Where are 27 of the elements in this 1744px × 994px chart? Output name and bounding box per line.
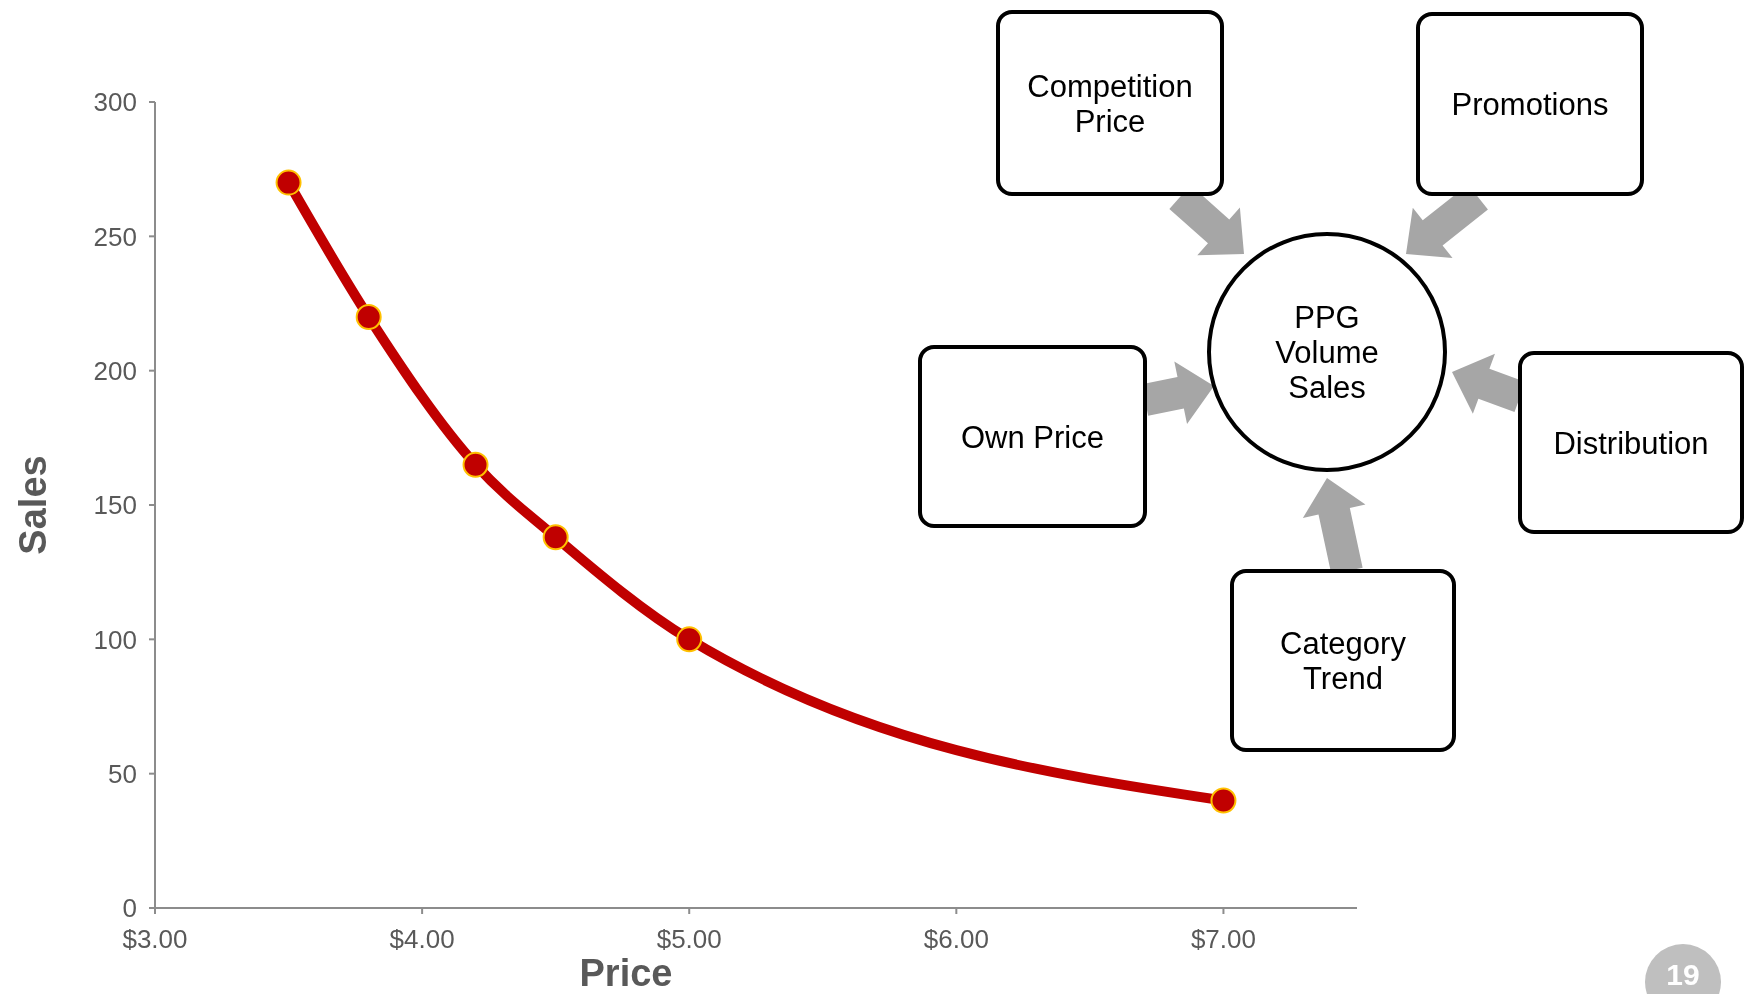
point — [676, 626, 703, 653]
x-tick-label: $4.00 — [389, 924, 455, 955]
point — [462, 451, 489, 478]
y-tick-label: 200 — [93, 355, 137, 386]
y-tick-label: 0 — [122, 893, 137, 924]
y-tick-label: 50 — [108, 758, 137, 789]
x-tick-label: $3.00 — [122, 924, 188, 955]
y-tick-label: 300 — [93, 87, 137, 118]
y-tick-label: 100 — [93, 624, 137, 655]
text: Promotions — [1451, 86, 1609, 122]
point — [355, 303, 382, 330]
y-axis-title: Sales — [12, 455, 54, 555]
point — [542, 524, 569, 551]
x-axis-title: Price — [579, 952, 673, 994]
text: Distribution — [1553, 425, 1709, 460]
text: 19 — [1645, 944, 1721, 994]
annotation: Category Trend — [1280, 625, 1407, 696]
x-tick-label: $5.00 — [656, 924, 722, 955]
y-tick-label: 250 — [93, 221, 137, 252]
point — [275, 169, 302, 196]
annotation: Own Price — [961, 419, 1104, 454]
y-tick-label: 150 — [93, 490, 137, 521]
x-tick-label: $7.00 — [1190, 924, 1256, 955]
annotation: Competition Price — [1027, 68, 1193, 138]
annotation: PPG Volume Sales — [1275, 299, 1379, 405]
x-tick-label: $6.00 — [923, 924, 989, 955]
point — [1210, 787, 1237, 814]
